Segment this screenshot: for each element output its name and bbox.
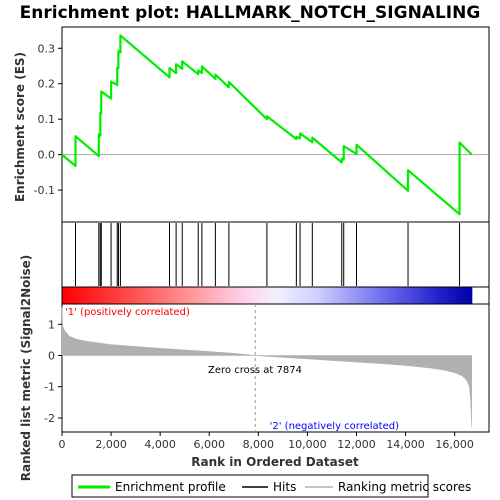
- es-axis-label: Enrichment score (ES): [13, 52, 27, 202]
- ranking-metric-area: [61, 307, 473, 428]
- es-y-tick-label: -0.1: [34, 184, 55, 197]
- x-tick-label: 4,000: [144, 438, 176, 451]
- metric-panel: [61, 303, 490, 433]
- x-tick-label: 2,000: [95, 438, 127, 451]
- chart-title: Enrichment plot: HALLMARK_NOTCH_SIGNALIN…: [20, 3, 481, 23]
- enrichment-panel: [61, 26, 490, 223]
- es-y-tick-label: 0.1: [38, 113, 56, 126]
- x-tick-label: 0: [59, 438, 66, 451]
- x-tick-label: 16,000: [435, 438, 474, 451]
- x-tick-label: 8,000: [243, 438, 275, 451]
- es-y-tick-label: 0.0: [38, 149, 56, 162]
- legend-es-label: Enrichment profile: [115, 480, 226, 494]
- es-y-tick-label: 0.2: [38, 78, 56, 91]
- metric-y-tick-label: 0: [48, 350, 55, 363]
- legend-metric-label: Ranking metric scores: [338, 480, 471, 494]
- legend: Enrichment profile Hits Ranking metric s…: [71, 474, 471, 498]
- x-tick-label: 10,000: [288, 438, 327, 451]
- metric-y-tick-label: -2: [44, 412, 55, 425]
- es-y-tick-label: 0.3: [38, 42, 56, 55]
- x-tick-label: 6,000: [193, 438, 225, 451]
- legend-hits-label: Hits: [273, 480, 296, 494]
- rank-color-band: [62, 287, 473, 304]
- metric-axis-label: Ranked list metric (Signal2Noise): [19, 255, 33, 482]
- x-tick-label: 14,000: [386, 438, 425, 451]
- enrichment-profile-line: [61, 34, 473, 216]
- metric-y-tick-label: -1: [44, 381, 55, 394]
- x-tick-label: 12,000: [337, 438, 376, 451]
- metric-y-tick-label: 1: [48, 318, 55, 331]
- positive-label: '1' (positively correlated): [65, 307, 190, 318]
- hits-panel: [61, 221, 490, 288]
- negative-label: '2' (negatively correlated): [270, 421, 399, 432]
- zero-cross-label: Zero cross at 7874: [208, 365, 302, 376]
- x-axis-label: Rank in Ordered Dataset: [191, 455, 359, 469]
- legend-box: [71, 474, 429, 498]
